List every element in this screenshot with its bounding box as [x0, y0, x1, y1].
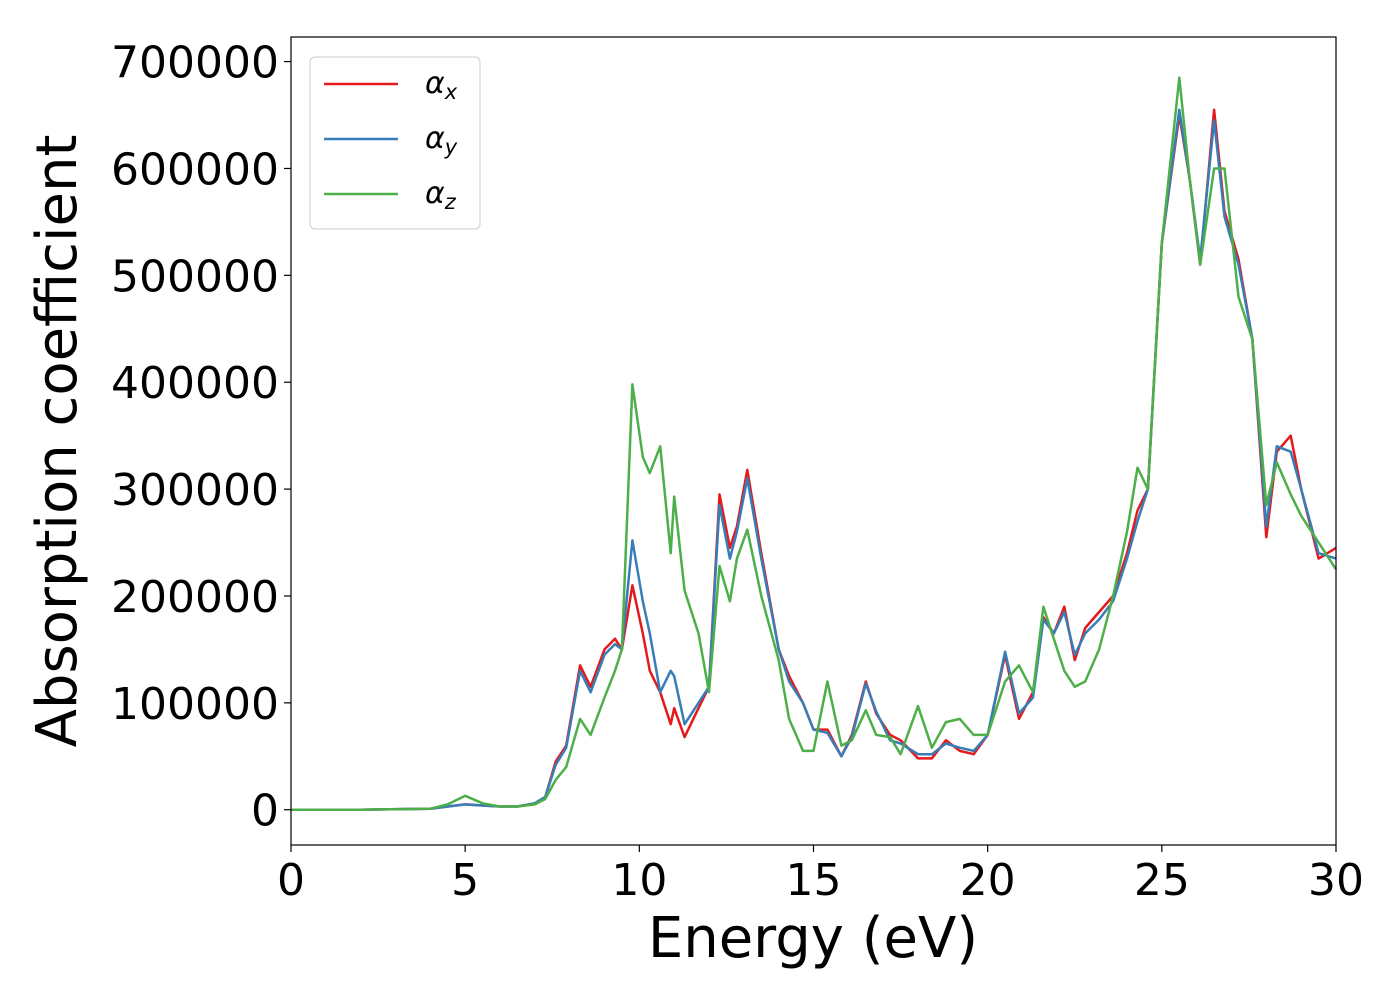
- x-tick-label: 5: [451, 855, 479, 906]
- y-tick-label: 500000: [111, 251, 279, 302]
- series-line: [291, 76, 1338, 811]
- legend-box: [309, 56, 481, 230]
- y-tick-label: 300000: [111, 465, 279, 516]
- x-axis-label: Energy (eV): [648, 906, 978, 971]
- x-tick-label: 0: [277, 855, 305, 906]
- y-tick-label: 700000: [111, 38, 279, 89]
- x-tick-label: 10: [611, 855, 667, 906]
- y-tick-label: 0: [251, 786, 279, 837]
- x-tick-label: 30: [1308, 855, 1364, 906]
- legend-label: αz: [425, 176, 457, 215]
- x-tick-label: 20: [960, 855, 1016, 906]
- x-tick-label: 15: [786, 855, 842, 906]
- y-tick-label: 400000: [111, 358, 279, 409]
- y-tick-label: 600000: [111, 144, 279, 195]
- legend-label: αx: [425, 66, 458, 105]
- y-axis-label: Absorption coefficient: [25, 135, 90, 748]
- legend-label: αy: [425, 121, 458, 160]
- y-tick-label: 200000: [111, 572, 279, 623]
- plot-frame: [290, 36, 1337, 846]
- y-tick-label: 100000: [111, 679, 279, 730]
- series-line: [291, 108, 1337, 811]
- x-tick-label: 25: [1134, 855, 1190, 906]
